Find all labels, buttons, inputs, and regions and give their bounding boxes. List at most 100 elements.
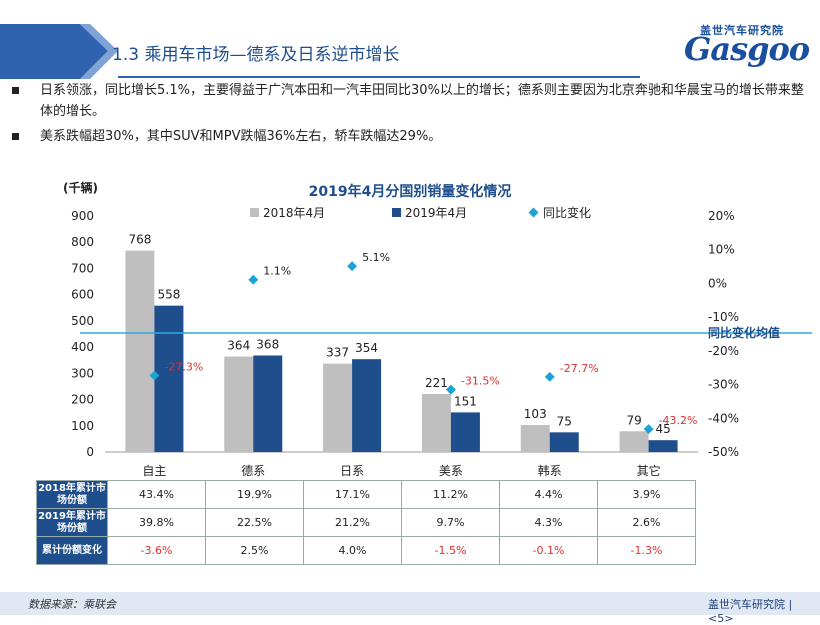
table-cell: 43.4% bbox=[107, 480, 206, 509]
yoy-label: -43.2% bbox=[659, 414, 698, 427]
data-label-2019: 75 bbox=[557, 414, 572, 428]
bar-2018 bbox=[323, 363, 353, 452]
y-tick-label: 900 bbox=[71, 209, 94, 223]
y2-tick-label: -40% bbox=[708, 411, 739, 425]
footer-org: 盖世汽车研究院 | <5> bbox=[708, 596, 820, 625]
bullet-item: 美系跌幅超30%，其中SUV和MPV跌幅36%左右，轿车跌幅达29%。 bbox=[12, 126, 812, 147]
bullet-text: 日系领涨，同比增长5.1%，主要得益于广汽本田和一汽丰田同比30%以上的增长；德… bbox=[40, 83, 804, 119]
yoy-label: -31.5% bbox=[461, 375, 500, 388]
data-label-2018: 79 bbox=[626, 413, 641, 427]
page-number: <5> bbox=[708, 612, 734, 625]
data-label-2019: 368 bbox=[256, 338, 279, 352]
legend-swatch bbox=[392, 208, 401, 217]
y-tick-label: 300 bbox=[71, 366, 94, 380]
table-cell: 4.3% bbox=[499, 508, 598, 537]
data-label-2018: 337 bbox=[326, 346, 349, 360]
bar-2019 bbox=[352, 359, 382, 452]
y-tick-label: 800 bbox=[71, 235, 94, 249]
y2-tick-label: -20% bbox=[708, 344, 739, 358]
bullet-item: 日系领涨，同比增长5.1%，主要得益于广汽本田和一汽丰田同比30%以上的增长；德… bbox=[12, 80, 812, 122]
x-tick-label: 日系 bbox=[340, 464, 364, 478]
header-bar bbox=[0, 24, 640, 79]
yoy-marker bbox=[544, 371, 555, 382]
logo-cn: 盖世汽车研究院 bbox=[700, 24, 784, 37]
bar-2018 bbox=[125, 250, 155, 452]
y-tick-label: 700 bbox=[71, 261, 94, 275]
yoy-label: 5.1% bbox=[362, 251, 390, 264]
x-tick-label: 美系 bbox=[439, 464, 463, 478]
y-tick-label: 600 bbox=[71, 288, 94, 302]
bar-2018 bbox=[520, 424, 550, 452]
table-cell: 2.6% bbox=[597, 508, 696, 537]
market-share-table: 2018年累计市场份额 43.4% 19.9% 17.1% 11.2% 4.4% 3.9% 2… bbox=[36, 480, 696, 565]
table-cell: -3.6% bbox=[107, 536, 206, 565]
gasgoo-logo: Gasgoo bbox=[684, 30, 810, 68]
table-cell: 4.0% bbox=[303, 536, 402, 565]
legend-swatch bbox=[250, 208, 259, 217]
table-cell: 17.1% bbox=[303, 480, 402, 509]
table-cell: 3.9% bbox=[597, 480, 696, 509]
row-header: 2019年累计市场份额 bbox=[36, 508, 108, 537]
y-tick-label: 0 bbox=[86, 445, 94, 459]
bar-2019 bbox=[549, 432, 579, 452]
yoy-marker bbox=[643, 424, 654, 435]
data-label-2018: 103 bbox=[524, 407, 547, 421]
data-label-2018: 364 bbox=[227, 339, 250, 353]
chart-title: 2019年4月分国别销量变化情况 bbox=[309, 183, 512, 200]
row-header: 2018年累计市场份额 bbox=[36, 480, 108, 509]
data-label-2019: 558 bbox=[157, 288, 180, 302]
footer-bar bbox=[0, 592, 820, 615]
legend-marker-icon bbox=[528, 207, 539, 218]
bar-2019 bbox=[450, 412, 480, 452]
bullet-square-icon bbox=[12, 87, 19, 94]
bar-2019 bbox=[648, 440, 678, 452]
table-row: 累计份额变化 -3.6% 2.5% 4.0% -1.5% -0.1% -1.3% bbox=[36, 536, 696, 565]
legend-label: 2018年4月 bbox=[263, 206, 325, 220]
x-tick-label: 自主 bbox=[142, 464, 166, 478]
avg-line-label: 同比变化均值 bbox=[708, 325, 780, 340]
yoy-marker bbox=[149, 370, 160, 381]
data-label-2018: 768 bbox=[128, 233, 151, 247]
table-cell: -0.1% bbox=[499, 536, 598, 565]
data-label-2019: 45 bbox=[655, 422, 670, 436]
footer-separator: | bbox=[788, 598, 793, 611]
table-cell: -1.5% bbox=[401, 536, 500, 565]
yoy-label: -27.7% bbox=[560, 362, 599, 375]
y-tick-label: 500 bbox=[71, 314, 94, 328]
x-tick-label: 德系 bbox=[241, 463, 265, 478]
bar-2018 bbox=[421, 394, 451, 452]
table-row: 2018年累计市场份额 43.4% 19.9% 17.1% 11.2% 4.4% 3.9% bbox=[36, 480, 696, 509]
legend-label: 同比变化 bbox=[543, 205, 591, 220]
data-label-2019: 354 bbox=[355, 341, 378, 355]
table-row: 2019年累计市场份额 39.8% 22.5% 21.2% 9.7% 4.3% 2.6% bbox=[36, 508, 696, 537]
y2-tick-label: 20% bbox=[708, 209, 735, 223]
data-label-2018: 221 bbox=[425, 376, 448, 390]
table-cell: 9.7% bbox=[401, 508, 500, 537]
y-tick-label: 200 bbox=[71, 393, 94, 407]
x-tick-label: 其它 bbox=[637, 463, 661, 478]
y2-tick-label: 10% bbox=[708, 243, 735, 257]
bullet-square-icon bbox=[12, 133, 19, 140]
data-source: 数据来源：乘联会 bbox=[28, 598, 116, 611]
y-axis-label: (千辆) bbox=[63, 180, 98, 195]
section-title: 1.3 乘用车市场—德系及日系逆市增长 bbox=[112, 45, 400, 65]
sales-chart: 2019年4月分国别销量变化情况 (千辆) 2018年4月 2019年4月 同比变化 0 1… bbox=[63, 180, 812, 478]
yoy-marker bbox=[248, 274, 259, 285]
legend-label: 2019年4月 bbox=[405, 206, 467, 220]
table-cell: 21.2% bbox=[303, 508, 402, 537]
y-tick-label: 400 bbox=[71, 340, 94, 354]
yoy-marker bbox=[347, 261, 358, 272]
bullet-text: 美系跌幅超30%，其中SUV和MPV跌幅36%左右，轿车跌幅达29%。 bbox=[40, 129, 442, 144]
table-cell: 22.5% bbox=[205, 508, 304, 537]
table-cell: 4.4% bbox=[499, 480, 598, 509]
table-cell: 2.5% bbox=[205, 536, 304, 565]
y2-tick-label: 0% bbox=[708, 276, 727, 290]
yoy-label: 1.1% bbox=[263, 265, 291, 278]
y2-tick-label: -50% bbox=[708, 445, 739, 459]
x-tick-label: 韩系 bbox=[538, 463, 562, 478]
bar-2019 bbox=[154, 305, 184, 452]
footer-org-name: 盖世汽车研究院 bbox=[708, 598, 785, 611]
y2-tick-label: -30% bbox=[708, 378, 739, 392]
row-header: 累计份额变化 bbox=[36, 536, 108, 565]
y2-tick-label: -10% bbox=[708, 310, 739, 324]
